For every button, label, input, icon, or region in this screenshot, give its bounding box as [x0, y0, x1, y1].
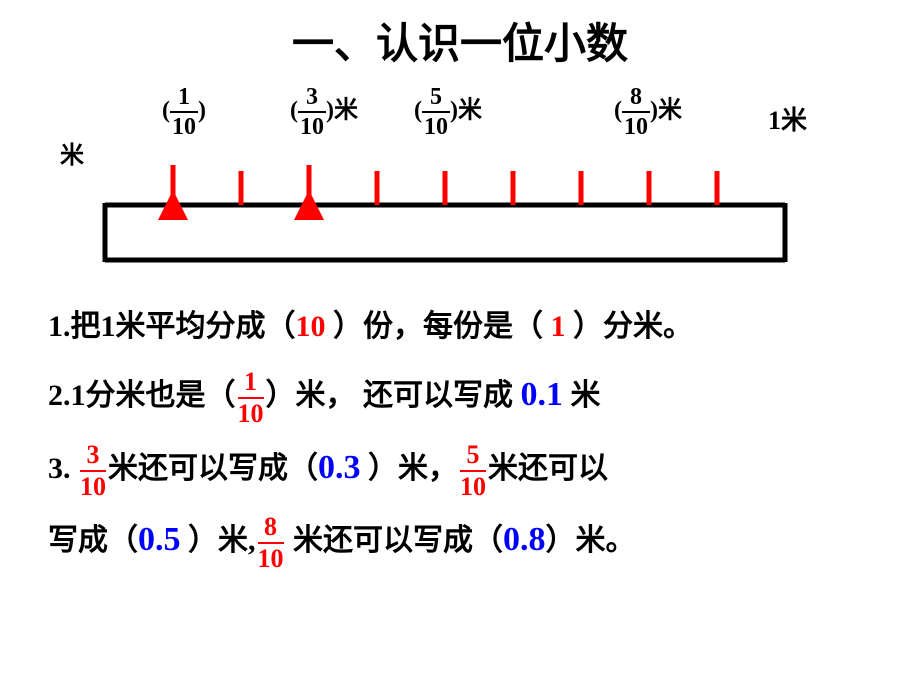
ruler-frac-8: (810)米 [614, 85, 682, 139]
question-2: 2.1分米也是（110）米， 还可以写成 0.1 米 [48, 363, 888, 428]
ruler-frac-3: (310)米 [290, 85, 358, 139]
page-title: 一、认识一位小数 [0, 0, 920, 71]
question-1: 1.把1米平均分成（10 ）份，每份是（ 1 ）分米。 [48, 298, 888, 355]
ruler-svg [65, 155, 825, 265]
ruler-frac-5: (510)米 [414, 85, 482, 139]
ruler-diagram: 米 (110) (310)米 (510)米 (810)米 1米 [0, 85, 920, 265]
question-3-line2: 写成（0.5 ）米,810 米还可以写成（0.8）米。 [48, 508, 888, 573]
body-text: 1.把1米平均分成（10 ）份，每份是（ 1 ）分米。 2.1分米也是（110）… [48, 290, 888, 581]
ruler-end-label: 1米 [768, 100, 807, 137]
question-3-line1: 3. 310米还可以写成（0.3 ）米，510米还可以 [48, 436, 888, 501]
ruler-frac-1: (110) [162, 85, 206, 139]
